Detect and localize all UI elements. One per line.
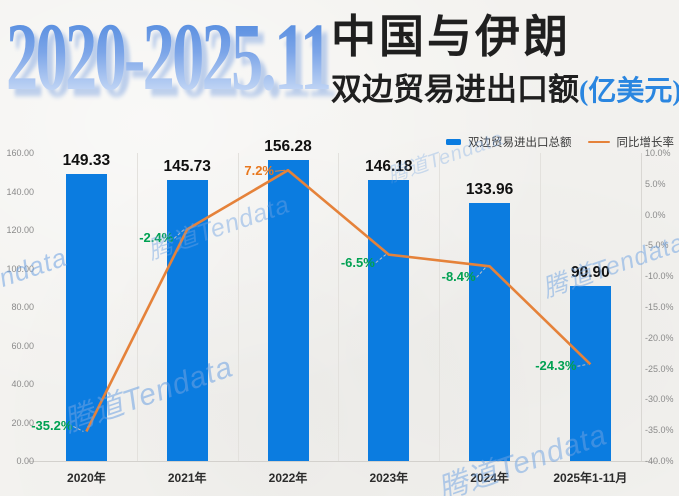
y-axis-tick-right: -35.0%: [645, 425, 674, 436]
y-axis-tick-left: 60.00: [11, 340, 34, 351]
vertical-gridline: [540, 153, 541, 461]
growth-rate-label: -24.3%: [535, 358, 577, 374]
legend-line-swatch-icon: [587, 140, 610, 144]
trade-bar: [368, 179, 410, 461]
title-unit: (亿美元): [579, 75, 679, 107]
y-axis-tick-left: 100.00: [6, 263, 34, 274]
vertical-gridline: [439, 153, 441, 461]
bar-value-label: 149.33: [62, 151, 111, 169]
y-axis-tick-left: 40.00: [11, 379, 34, 389]
x-axis-label: 2023年: [369, 471, 409, 485]
y-axis-tick-right: 10.0%: [645, 148, 671, 158]
x-axis-label: 2021年: [167, 471, 207, 485]
trade-bar: [469, 203, 511, 461]
y-axis-tick-right: 0.0%: [645, 209, 666, 220]
legend-label-growth-rate: 同比增长率: [616, 137, 675, 149]
legend-item-growth-rate: 同比增长率: [587, 134, 675, 150]
y-axis-tick-left: 160.00: [6, 148, 34, 158]
title-date-range-text: 2020-2025.11: [6, 3, 332, 110]
title-date-range-shadow: 2020-2025.11: [12, 15, 338, 111]
right-axis-line: [640, 153, 642, 461]
y-axis-tick-left: 140.00: [6, 186, 34, 197]
y-axis-tick-left: 0.00: [16, 456, 34, 466]
title-metric: 双边贸易进出口额(亿美元): [331, 71, 679, 108]
title-block: 中国与伊朗 双边贸易进出口额(亿美元): [331, 12, 679, 108]
title-country-pair: 中国与伊朗: [331, 12, 572, 62]
chart-legend: 双边贸易进出口总额 同比增长率: [446, 134, 674, 150]
vertical-gridline: [338, 153, 340, 461]
growth-rate-label: -35.2%: [31, 418, 73, 434]
bar-value-label: 156.28: [264, 138, 312, 156]
y-axis-tick-left: 80.00: [11, 302, 34, 312]
legend-label-trade-total: 双边贸易进出口总额: [468, 137, 572, 149]
y-axis-tick-left: 20.00: [11, 417, 34, 428]
y-axis-tick-right: 5.0%: [645, 178, 666, 189]
x-axis-line: [28, 461, 658, 462]
x-axis-label: 2022年: [268, 471, 308, 485]
x-axis-label: 2025年1-11月: [553, 471, 628, 485]
y-axis-tick-right: -20.0%: [645, 332, 674, 343]
growth-rate-label: 7.2%: [244, 163, 274, 179]
growth-rate-label: -8.4%: [441, 269, 476, 285]
growth-rate-label: -6.5%: [340, 254, 375, 270]
y-axis-tick-right: -5.0%: [645, 240, 669, 251]
x-axis-label: 2020年: [67, 471, 106, 485]
x-axis-label: 2024年: [470, 471, 509, 485]
title-date-range: 2020-2025.11 2020-2025.11: [6, 3, 489, 111]
y-axis-tick-right: -40.0%: [645, 456, 674, 466]
title-metric-text: 双边贸易进出口额: [331, 71, 579, 107]
bar-value-label: 133.96: [465, 181, 514, 199]
y-axis-tick-right: -15.0%: [645, 302, 674, 312]
legend-bar-swatch-icon: [446, 139, 461, 145]
y-axis-tick-right: -30.0%: [645, 394, 674, 405]
legend-item-trade-total: 双边贸易进出口总额: [446, 134, 572, 150]
y-axis-tick-right: -25.0%: [645, 363, 674, 374]
y-axis-tick-right: -10.0%: [645, 271, 674, 282]
y-axis-tick-left: 120.00: [6, 225, 34, 235]
